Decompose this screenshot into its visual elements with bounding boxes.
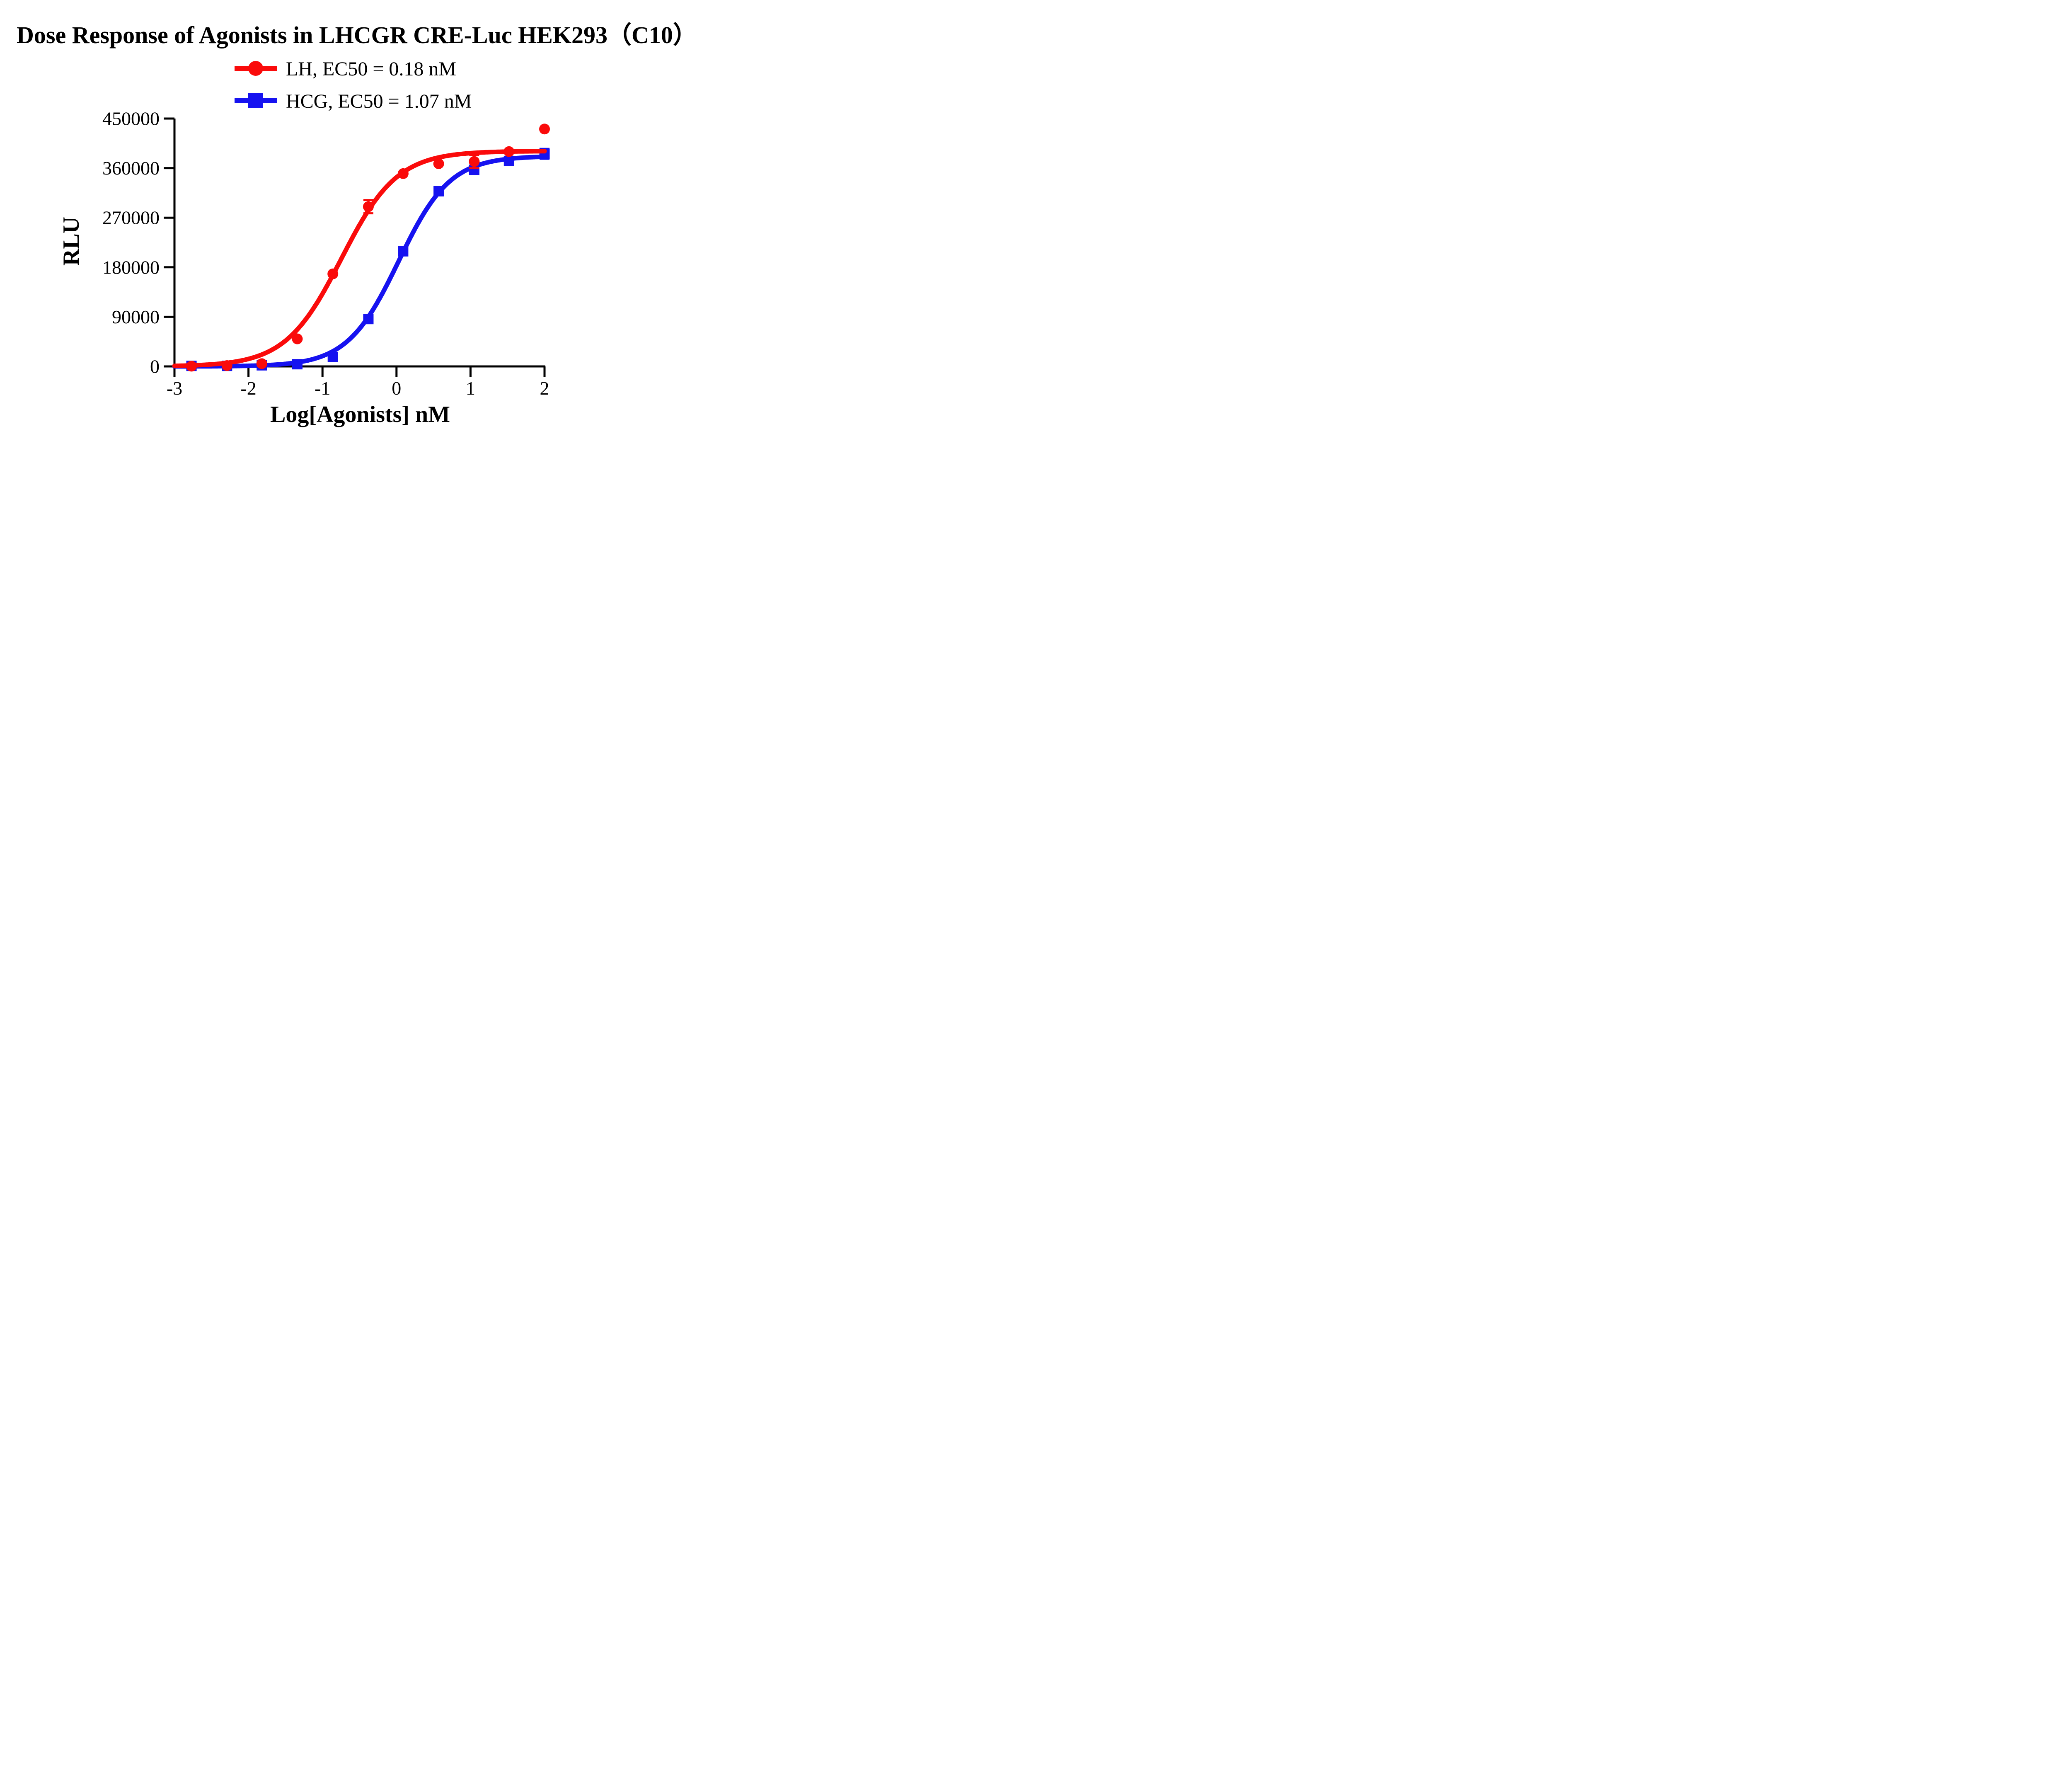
- lh-marker: [363, 201, 374, 212]
- x-tick-label: 1: [466, 378, 475, 399]
- x-tick-label: -1: [315, 378, 330, 399]
- y-tick-label: 90000: [112, 306, 160, 327]
- lh-marker: [292, 333, 303, 344]
- lh-marker: [503, 146, 515, 157]
- hcg-legend-label: HCG, EC50 = 1.07 nM: [286, 90, 472, 112]
- lh-marker: [469, 156, 480, 167]
- y-tick-label: 270000: [102, 207, 160, 228]
- x-tick-label: 2: [540, 378, 549, 399]
- y-tick-label: 450000: [102, 108, 160, 129]
- chart-title: Dose Response of Agonists in LHCGR CRE-L…: [17, 22, 697, 48]
- lh-marker: [186, 361, 197, 372]
- lh-fit-curve: [172, 149, 547, 368]
- legend: LH, EC50 = 0.18 nM HCG, EC50 = 1.07 nM: [235, 58, 472, 112]
- axes: 0 90000 180000 270000 360000 450000 -3 -2 -1 0 1 2: [102, 108, 549, 399]
- lh-marker: [221, 360, 232, 371]
- y-tick-label: 360000: [102, 158, 160, 179]
- lh-legend-circle-marker: [248, 61, 263, 76]
- hcg-marker: [503, 155, 514, 166]
- lh-marker: [327, 268, 339, 279]
- plot-series: [172, 124, 550, 372]
- legend-item-hcg: HCG, EC50 = 1.07 nM: [235, 90, 472, 112]
- hcg-marker: [292, 359, 303, 370]
- lh-series: [172, 124, 550, 372]
- lh-legend-label: LH, EC50 = 0.18 nM: [286, 58, 456, 80]
- x-tick-label: -3: [167, 378, 182, 399]
- hcg-marker: [398, 246, 409, 257]
- lh-marker: [433, 158, 444, 169]
- dose-response-chart: Dose Response of Agonists in LHCGR CRE-L…: [17, 22, 697, 427]
- x-tick-label: 0: [392, 378, 401, 399]
- lh-marker: [397, 168, 409, 179]
- x-tick-label: -2: [240, 378, 256, 399]
- hcg-marker: [327, 351, 338, 362]
- hcg-fit-curve: [172, 154, 547, 369]
- hcg-marker: [433, 186, 444, 196]
- y-tick-label: 180000: [102, 257, 160, 278]
- hcg-series: [172, 148, 550, 371]
- y-axis-label: RLU: [58, 217, 84, 266]
- lh-marker: [539, 124, 550, 135]
- y-tick-label: 0: [150, 356, 160, 377]
- x-axis-label: Log[Agonists] nM: [270, 402, 450, 427]
- legend-item-lh: LH, EC50 = 0.18 nM: [235, 58, 456, 80]
- hcg-legend-square-marker: [248, 93, 263, 108]
- dose-response-figure: Dose Response of Agonists in LHCGR CRE-L…: [0, 0, 715, 446]
- hcg-marker: [363, 314, 374, 325]
- lh-marker: [256, 358, 267, 369]
